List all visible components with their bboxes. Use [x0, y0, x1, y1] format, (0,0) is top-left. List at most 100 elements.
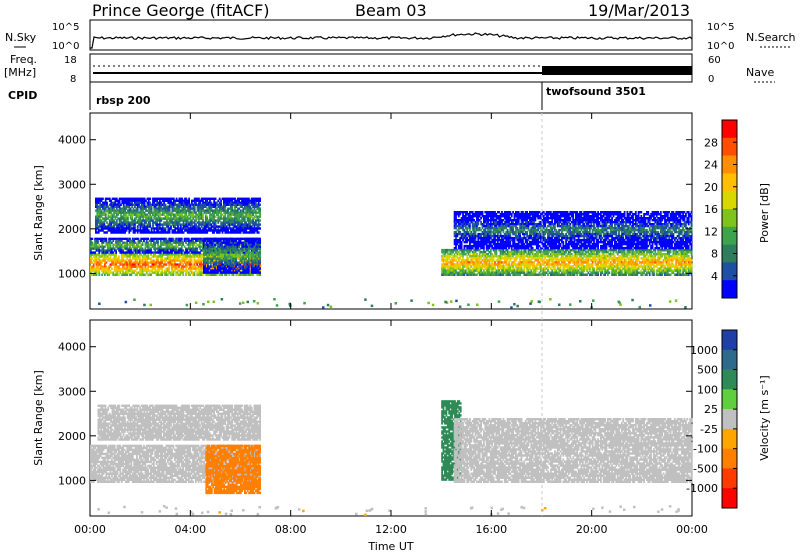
echo-cell — [194, 274, 196, 276]
nave-label: Nave — [746, 66, 774, 79]
echo-cell — [259, 204, 261, 206]
cpid-label: CPID — [8, 89, 37, 102]
nsearch-tick-bottom: 10^0 — [707, 41, 734, 52]
echo-cell — [215, 198, 217, 200]
echo-cell — [182, 274, 184, 276]
echo-cell — [112, 240, 114, 242]
echo-cell — [126, 274, 128, 276]
station-title: Prince George (fitACF) — [92, 1, 270, 20]
echo-cell — [210, 265, 212, 267]
echo-cell — [189, 274, 191, 276]
echo-cell — [221, 274, 223, 276]
echo-cell — [91, 238, 93, 240]
echo-cell — [104, 274, 106, 276]
echo-cell — [182, 249, 184, 251]
date-label: 19/Mar/2013 — [588, 1, 690, 20]
echo-cell — [96, 274, 98, 276]
echo-cell — [226, 274, 228, 276]
echo-cell — [185, 274, 187, 276]
nave-tick-bottom: 0 — [708, 74, 714, 85]
nsearch-label: N.Search — [746, 31, 796, 44]
echo-cell — [248, 271, 250, 273]
nsky-strip: N.Sky 10^5 10^0 10^5 10^0 N.Search — [5, 20, 796, 52]
nsky-trace — [90, 33, 692, 48]
nsky-tick-top: 10^5 — [52, 22, 79, 33]
echo-cell — [147, 238, 149, 240]
echo-cell — [108, 274, 110, 276]
nsky-tick-bottom: 10^0 — [52, 41, 79, 52]
echo-cell — [241, 262, 243, 264]
echo-cell — [111, 268, 113, 270]
cpid-strip: CPID rbsp 200 twofsound 3501 — [8, 82, 646, 110]
echo-cell — [110, 246, 112, 248]
echo-cell — [112, 251, 114, 253]
echo-cell — [259, 223, 261, 225]
echo-cell — [258, 231, 260, 233]
echo-cell — [94, 251, 96, 253]
nsky-label: N.Sky — [5, 31, 37, 44]
echo-cell — [199, 251, 201, 253]
echo-cell — [101, 274, 103, 276]
echo-cell — [188, 238, 190, 240]
echo-cell — [252, 274, 254, 276]
echo-cell — [98, 274, 100, 276]
echo-cell — [227, 250, 229, 252]
echo-cell — [150, 249, 152, 251]
echo-cell — [259, 262, 261, 264]
echo-cell — [191, 263, 193, 265]
echo-cell — [180, 274, 182, 276]
beam-label: Beam 03 — [355, 1, 427, 20]
echo-cell — [259, 200, 261, 202]
nave-tick-top: 60 — [708, 55, 721, 66]
echo-cell — [129, 238, 131, 240]
echo-cell — [132, 251, 134, 253]
echo-cell — [259, 227, 261, 229]
echo-cell — [91, 242, 93, 244]
echo-cell — [241, 238, 243, 240]
echo-cell — [202, 274, 204, 276]
freq-label: Freq. — [10, 53, 37, 66]
freq-strip: Freq. [MHz] 18 8 60 0 Nave — [4, 53, 775, 85]
echo-cell — [157, 242, 159, 244]
echo-cell — [154, 246, 156, 248]
freq-tick-top: 18 — [64, 55, 77, 66]
echo-cell — [139, 251, 141, 253]
echo-cell — [147, 255, 149, 257]
echo-cell — [105, 238, 107, 240]
echo-cell — [135, 242, 137, 244]
echo-cell — [138, 238, 140, 240]
echo-cell — [259, 271, 261, 273]
echo-cell — [216, 274, 218, 276]
cpid-segment-2: twofsound 3501 — [546, 85, 646, 98]
echo-cell — [259, 219, 261, 221]
echo-cell — [259, 246, 261, 248]
echo-cell — [136, 274, 138, 276]
echo-cell — [150, 274, 152, 276]
echo-cell — [233, 274, 235, 276]
echo-cell — [169, 231, 171, 233]
echo-cell — [161, 274, 163, 276]
echo-cell — [163, 266, 165, 268]
echo-cell — [166, 238, 168, 240]
cpid-segment-1: rbsp 200 — [96, 94, 151, 107]
echo-cell — [259, 216, 261, 218]
echo-cell — [118, 274, 120, 276]
echo-cell — [102, 198, 104, 200]
echo-cell — [173, 274, 175, 276]
echo-cell — [107, 251, 109, 253]
echo-cell — [181, 238, 183, 240]
echo-cell — [171, 251, 173, 253]
echo-cell — [160, 251, 162, 253]
freq-tick-bottom: 8 — [70, 74, 76, 85]
echo-cell — [167, 274, 169, 276]
echo-cell — [181, 251, 183, 253]
echo-cell — [131, 274, 133, 276]
freq-unit: [MHz] — [4, 66, 36, 79]
echo-cell — [97, 242, 99, 244]
echo-cell — [118, 255, 120, 257]
echo-cell — [145, 274, 147, 276]
echo-cell — [115, 255, 117, 257]
twofsound-freq-block — [542, 66, 692, 75]
